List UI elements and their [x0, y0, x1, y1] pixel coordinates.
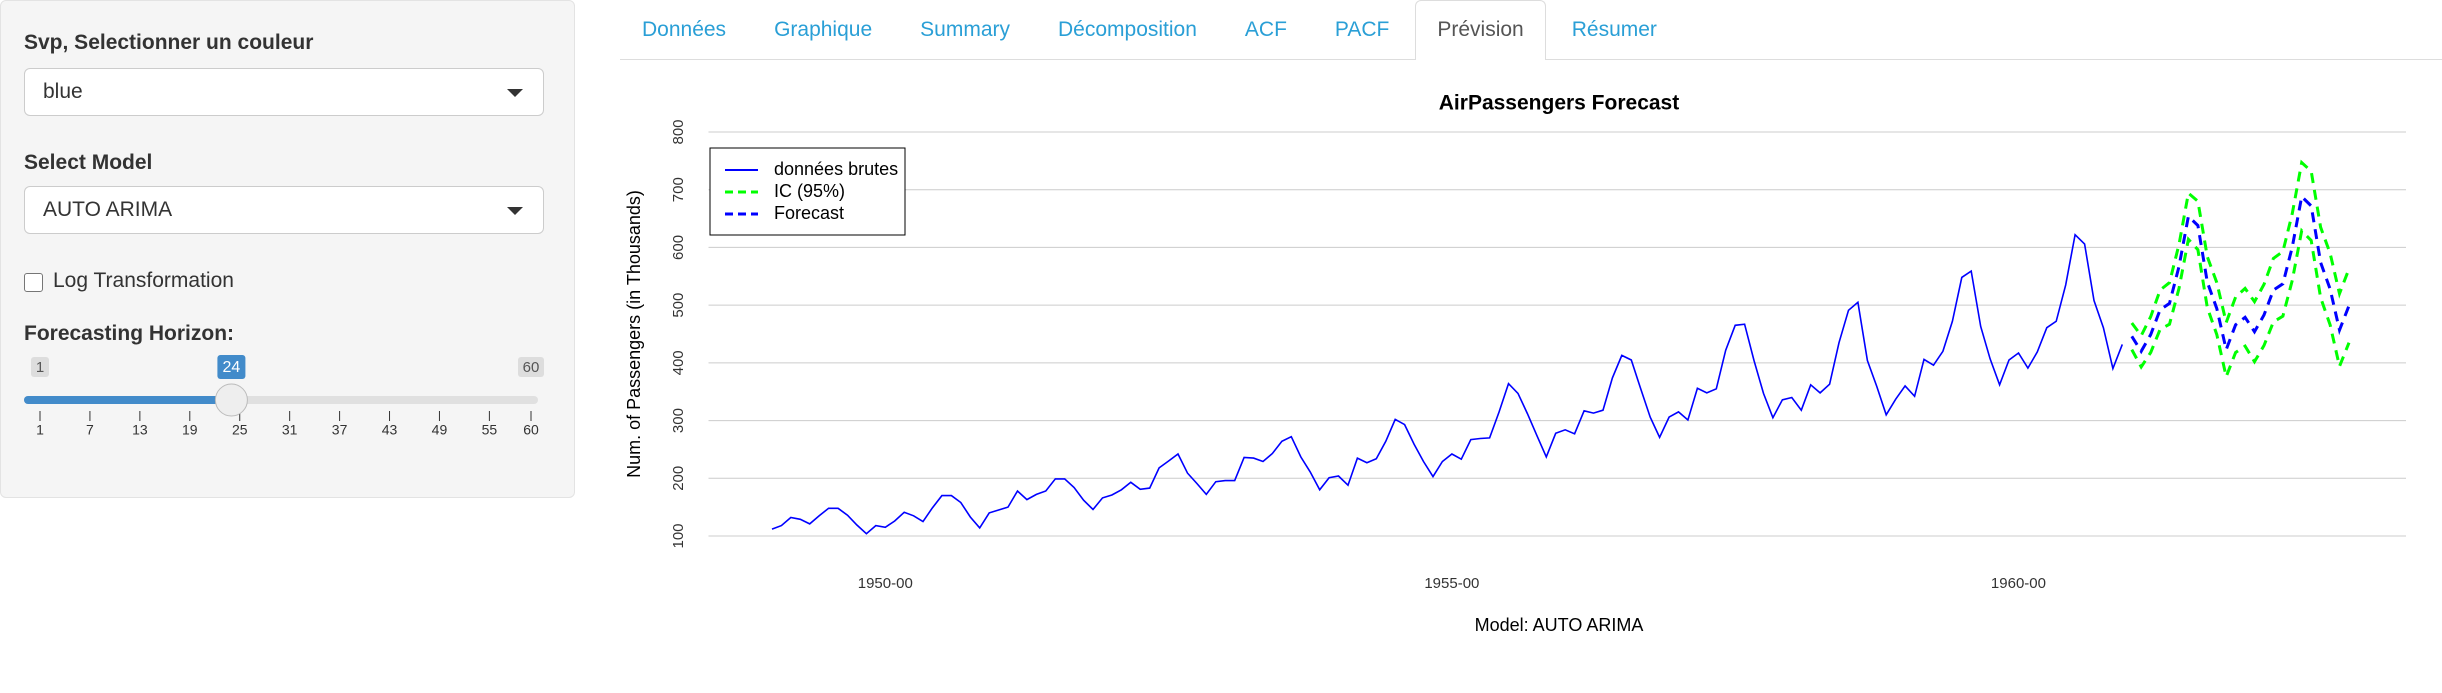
y-tick-label: 400 [670, 350, 687, 375]
chart-title: AirPassengers Forecast [1439, 92, 1679, 115]
tab[interactable]: Summary [920, 18, 1010, 41]
chart: AirPassengers Forecast Model: AUTO ARIMA… [624, 92, 2406, 635]
tab[interactable]: PACF [1334, 18, 1390, 41]
slider-handle [214, 383, 248, 417]
slider-tick-label: 60 [523, 422, 539, 438]
tab[interactable]: Décomposition [1058, 18, 1197, 41]
color-select[interactable]: blue [24, 68, 544, 116]
slider-max: 60 [523, 359, 540, 376]
model-label: Select Model [24, 151, 153, 174]
series-line [2130, 193, 2351, 355]
x-axis-label: Model: AUTO ARIMA [1475, 615, 1644, 635]
slider-tick-label: 37 [332, 422, 348, 438]
slider-tick-label: 55 [482, 422, 498, 438]
x-tick-label: 1955-00 [1424, 575, 1479, 592]
horizon-slider[interactable]: 1 60 24 1 7 13 19 25 31 37 43 49 55 60 [1, 351, 574, 451]
tab-bar: Données Graphique Summary Décomposition ACF P… [620, 0, 2442, 60]
sidebar: Svp, Selectionner un couleur blue Select… [0, 0, 575, 498]
tab[interactable]: ACF [1244, 18, 1287, 41]
slider-fill [24, 396, 232, 404]
color-value: blue [43, 80, 83, 103]
slider-tick-label: 25 [232, 422, 248, 438]
legend-label: données brutes [774, 159, 898, 179]
horizon-label: Forecasting Horizon: [24, 322, 235, 345]
y-tick-label: 800 [670, 119, 687, 144]
slider-tick-label: 31 [282, 422, 298, 438]
slider-tick-label: 1 [36, 422, 44, 438]
y-tick-label: 500 [670, 293, 687, 318]
legend-label: Forecast [774, 203, 844, 223]
tab[interactable]: Prévision [1415, 0, 1546, 60]
max-label-bg [518, 357, 544, 377]
slider-tick-label: 19 [182, 422, 198, 438]
log-checkbox[interactable] [24, 273, 43, 292]
series-line [2130, 159, 2351, 339]
x-tick-label: 1950-00 [858, 575, 913, 592]
slider-tick-label: 43 [382, 422, 398, 438]
tab[interactable]: Graphique [774, 18, 873, 41]
slider-tick-label: 13 [132, 422, 148, 438]
y-tick-label: 600 [670, 235, 687, 260]
tab[interactable]: Résumer [1571, 18, 1657, 41]
legend-label: IC (95%) [774, 181, 845, 201]
y-tick-label: 300 [670, 408, 687, 433]
tab[interactable]: Données [642, 18, 727, 41]
y-axis-label: Num. of Passengers (in Thousands) [624, 190, 644, 478]
value-label-bg [217, 355, 246, 379]
log-label: Log Transformation [53, 269, 234, 292]
dropdown-arrow [507, 89, 523, 97]
min-label-bg [31, 357, 49, 377]
model-value: AUTO ARIMA [43, 198, 173, 221]
slider-min: 1 [36, 359, 44, 376]
series-line [2130, 227, 2351, 382]
dropdown-arrow [507, 207, 523, 215]
color-label: Svp, Selectionner un couleur [24, 31, 314, 54]
series-line [771, 233, 2124, 535]
slider-value: 24 [223, 359, 241, 376]
model-select[interactable]: AUTO ARIMA [24, 186, 544, 234]
slider-tick-label: 49 [432, 422, 448, 438]
y-tick-label: 700 [670, 177, 687, 202]
x-tick-label: 1960-00 [1991, 575, 2046, 592]
slider-tick-label: 7 [86, 422, 94, 438]
y-tick-label: 100 [670, 523, 687, 548]
y-tick-label: 200 [670, 466, 687, 491]
